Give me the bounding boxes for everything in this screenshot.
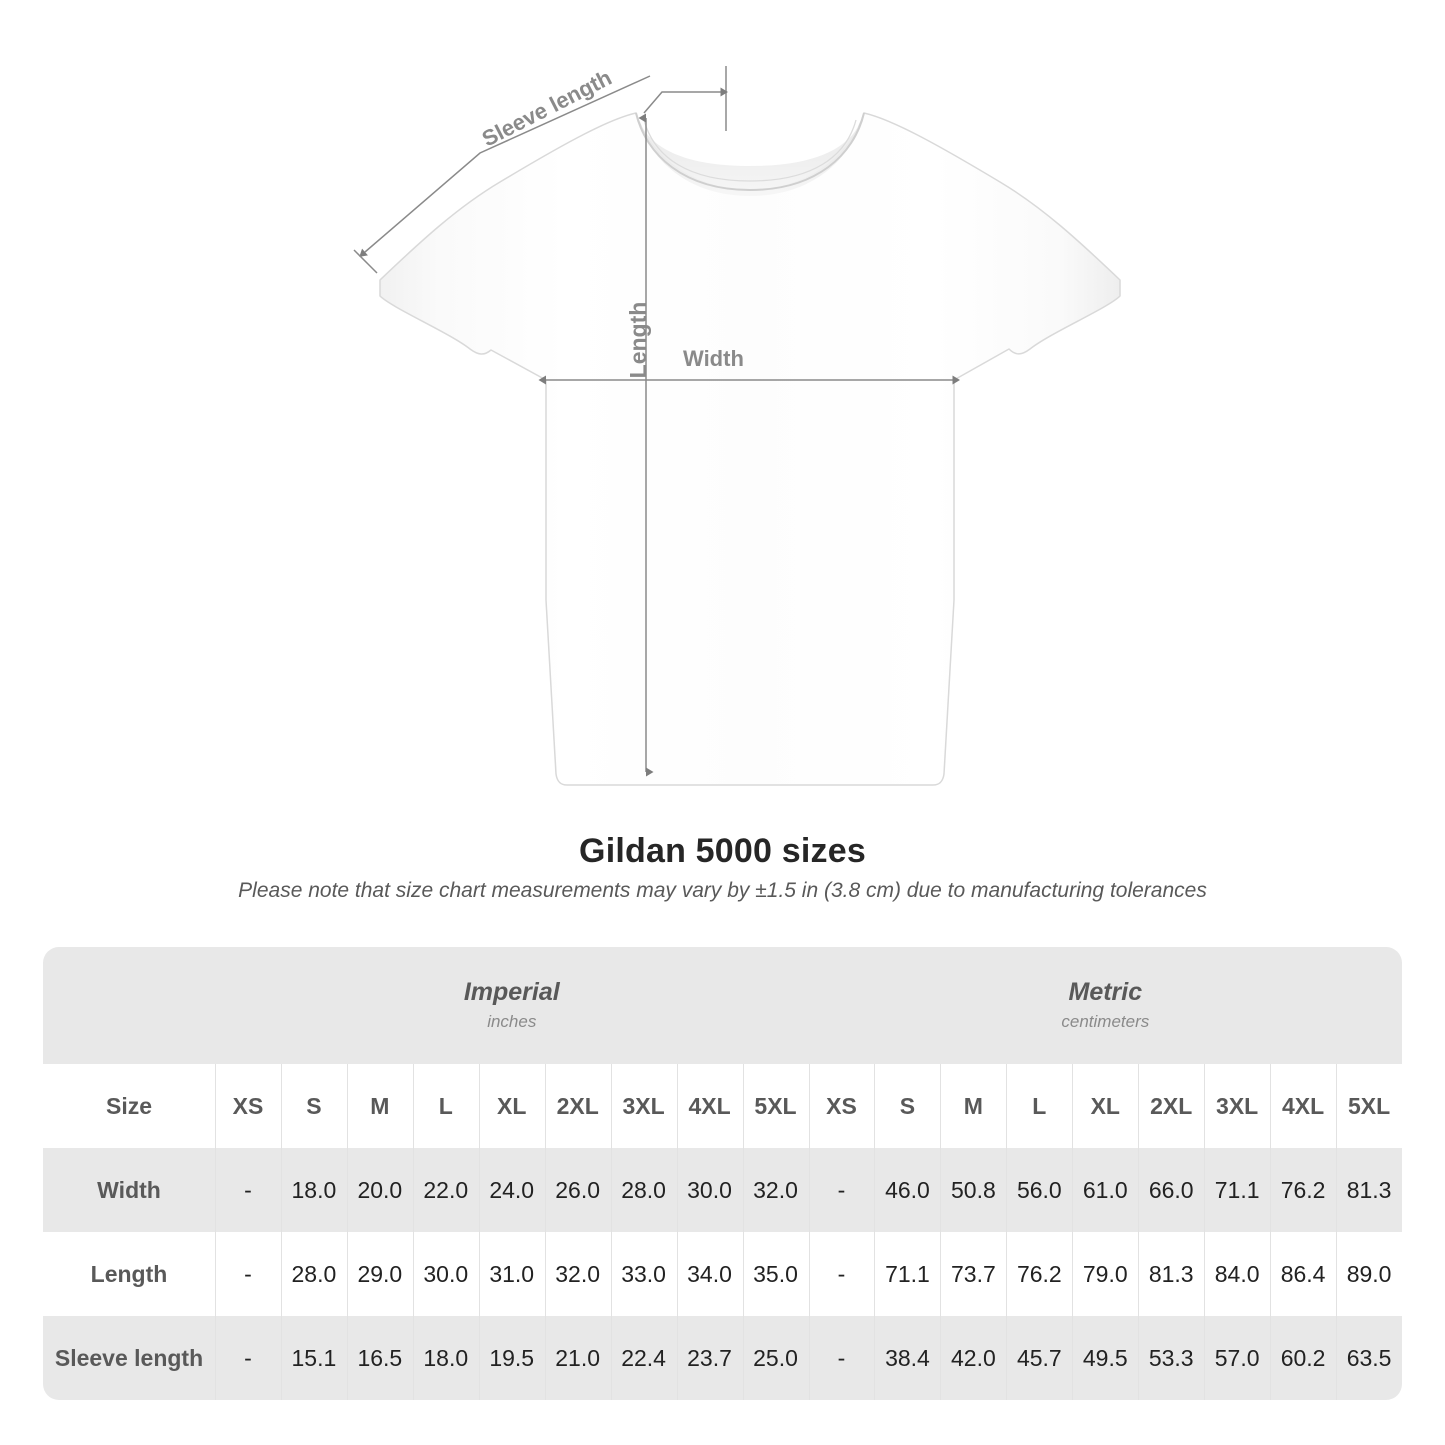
svg-text:Length: Length — [625, 302, 651, 379]
svg-text:Width: Width — [683, 346, 744, 371]
